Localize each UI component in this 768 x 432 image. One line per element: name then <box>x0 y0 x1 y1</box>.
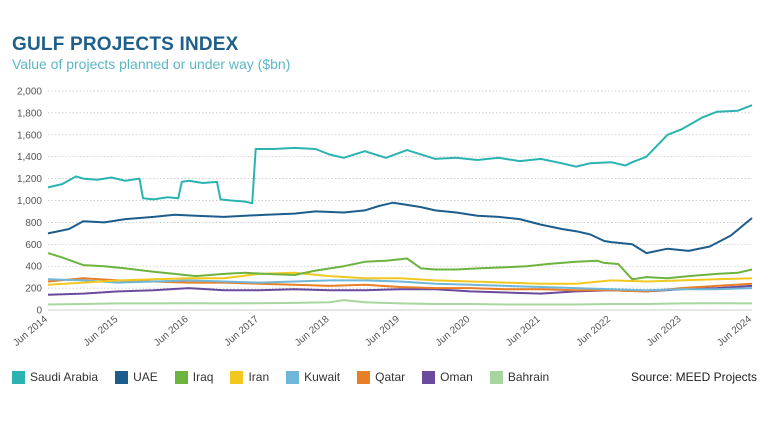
x-tick-label: Jun 2020 <box>434 314 473 349</box>
legend-item: Iraq <box>174 370 214 384</box>
legend-item: Oman <box>422 370 473 384</box>
legend: Saudi Arabia UAE Iraq Iran Kuwait Qatar Oman Ba… <box>12 368 757 386</box>
legend-label: Iran <box>248 370 270 384</box>
series-line-kuwait <box>47 278 753 292</box>
y-tick-label: 200 <box>25 284 42 295</box>
legend-swatch <box>357 370 371 384</box>
source-note: Source: MEED Projects <box>630 370 757 384</box>
y-tick-label: 2,000 <box>17 87 42 98</box>
legend-item: Bahrain <box>489 370 550 384</box>
x-tick-label: Jun 2023 <box>645 314 684 349</box>
y-tick-label: 1,200 <box>17 174 42 185</box>
chart-title: GULF PROJECTS INDEX <box>12 34 239 55</box>
legend-label: Qatar <box>375 370 406 384</box>
legend-item: Saudi Arabia <box>12 370 98 384</box>
y-tick-label: 0 <box>36 306 42 317</box>
legend-label: UAE <box>133 370 158 384</box>
legend-label: Oman <box>440 370 473 384</box>
x-tick-label: Jun 2015 <box>82 314 121 349</box>
y-tick-label: 800 <box>25 218 42 229</box>
legend-label: Iraq <box>192 370 214 384</box>
y-tick-label: 600 <box>25 240 42 251</box>
legend-label: Kuwait <box>304 370 341 384</box>
chart-subtitle: Value of projects planned or under way (… <box>12 56 291 72</box>
x-tick-label: Jun 2016 <box>152 314 191 349</box>
legend-item: Iran <box>230 370 269 384</box>
series-line-iraq <box>47 252 753 281</box>
x-tick-label: Jun 2014 <box>11 314 50 349</box>
legend-swatch <box>286 370 300 384</box>
x-tick-label: Jun 2018 <box>293 314 332 349</box>
x-tick-label: Jun 2024 <box>715 314 754 349</box>
y-tick-label: 1,400 <box>17 152 42 163</box>
y-tick-label: 400 <box>25 262 42 273</box>
legend-swatch <box>230 370 244 384</box>
legend-label: Saudi Arabia <box>30 370 99 384</box>
y-tick-label: 1,800 <box>17 108 42 119</box>
legend-swatch <box>12 370 25 384</box>
legend-item: Kuwait <box>286 370 340 384</box>
legend-label: Bahrain <box>507 370 550 384</box>
y-tick-label: 1,600 <box>17 130 42 141</box>
series-line-iran <box>47 271 753 286</box>
x-tick-label: Jun 2021 <box>504 314 543 349</box>
legend-items: Saudi Arabia UAE Iraq Iran Kuwait Qatar Oman Ba… <box>12 370 566 384</box>
x-tick-label: Jun 2019 <box>363 314 402 349</box>
series-line-saudi-arabia <box>47 104 753 205</box>
line-chart: 0 200 400 600 800 1,000 1,200 1,400 1,600 1,800 2,… <box>11 87 754 349</box>
legend-swatch <box>489 370 503 384</box>
x-tick-label: Jun 2022 <box>575 314 614 349</box>
legend-swatch <box>115 370 129 384</box>
y-tick-label: 1,000 <box>17 196 42 207</box>
series-line-uae <box>47 201 753 255</box>
legend-swatch <box>422 370 436 384</box>
series-line-bahrain <box>47 299 753 306</box>
x-tick-label: Jun 2017 <box>223 314 262 349</box>
legend-item: Qatar <box>357 370 405 384</box>
legend-swatch <box>174 370 188 384</box>
legend-item: UAE <box>115 370 158 384</box>
